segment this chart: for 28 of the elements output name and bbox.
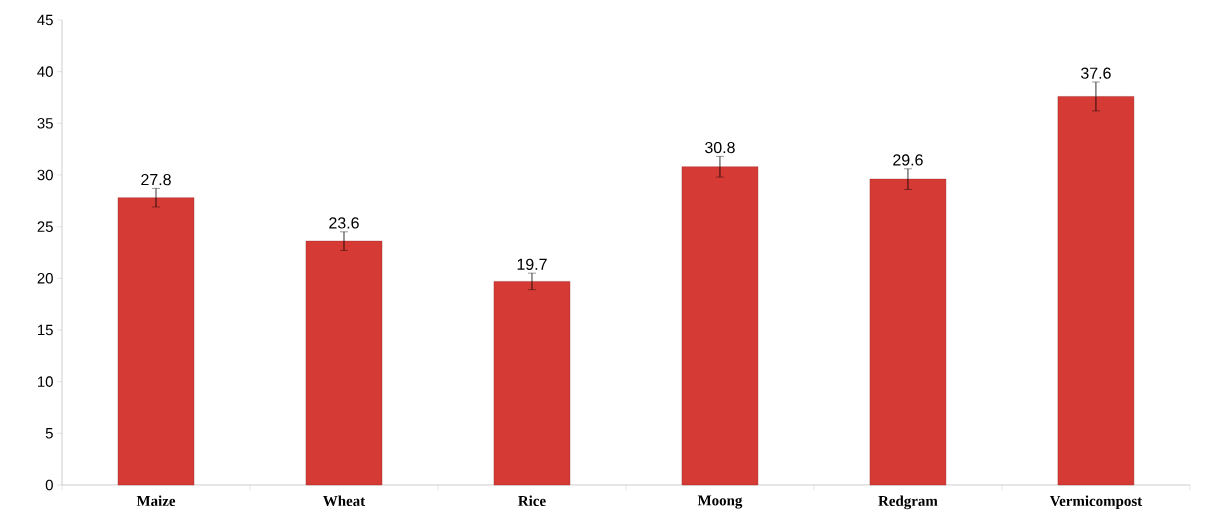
x-tick-label: Moong [697,495,743,509]
bar [305,240,383,486]
y-tick-label: 5 [45,428,53,439]
x-tick-label: Rice [518,495,546,507]
y-tick-label: 15 [38,324,53,336]
data-label: 27.8 [141,173,171,186]
bar [869,178,947,486]
y-tick-label: 40 [37,66,53,77]
data-label: 37.6 [1081,67,1111,79]
y-tick-label: 45 [37,14,53,26]
data-label: 23.6 [329,217,359,229]
bar [493,281,571,486]
bar [117,197,195,486]
y-tick-label: 10 [38,376,53,387]
y-tick-label: 30 [37,169,53,181]
x-tick-label: Wheat [323,495,366,507]
y-tick-label: 25 [37,221,53,232]
x-tick-label: Redgram [878,495,938,510]
data-label: 29.6 [893,154,923,166]
y-tick-label: 0 [45,479,53,491]
x-tick-label: Vermicompost [1049,495,1143,510]
y-tick-label: 20 [37,273,53,284]
bar [681,166,759,486]
bar [1057,96,1135,486]
x-tick-label: Maize [136,495,176,507]
y-tick-label: 35 [37,118,53,129]
data-label: 30.8 [705,141,735,154]
data-label: 19.7 [517,258,547,270]
